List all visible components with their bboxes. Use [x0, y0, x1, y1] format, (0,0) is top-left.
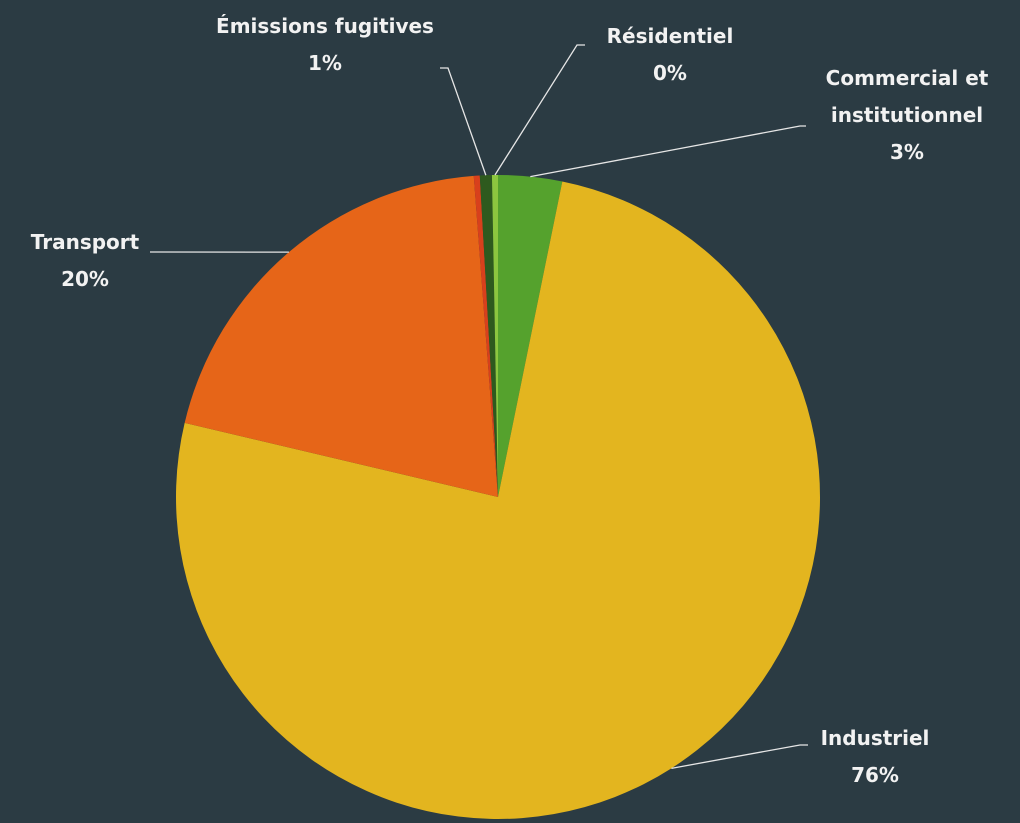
label-name: Résidentiel	[606, 24, 734, 48]
leader-line	[530, 125, 806, 178]
label-value: 0%	[653, 61, 687, 85]
data-label: Émissions fugitives 1%	[175, 8, 475, 82]
label-name: Commercial et institutionnel	[825, 66, 989, 127]
pie-slice	[491, 175, 498, 497]
label-value: 76%	[851, 763, 899, 787]
data-label: Commercial et institutionnel 3%	[802, 60, 1012, 171]
data-label: Résidentiel 0%	[570, 18, 770, 92]
pie-slice	[184, 175, 498, 497]
label-name: Émissions fugitives	[216, 14, 434, 38]
leader-line	[440, 67, 487, 176]
label-value: 1%	[308, 51, 342, 75]
label-value: 3%	[890, 140, 924, 164]
leader-line	[494, 44, 585, 176]
data-label: Industriel 76%	[775, 720, 975, 794]
label-value: 20%	[61, 267, 109, 291]
pie-slice	[498, 175, 563, 497]
pie-slice	[479, 175, 498, 498]
pie-slice	[175, 181, 821, 819]
leader-line	[671, 744, 808, 769]
data-label: Transport 20%	[0, 224, 175, 298]
label-name: Transport	[30, 230, 140, 254]
label-name: Industriel	[820, 726, 930, 750]
pie-slice	[473, 175, 498, 497]
